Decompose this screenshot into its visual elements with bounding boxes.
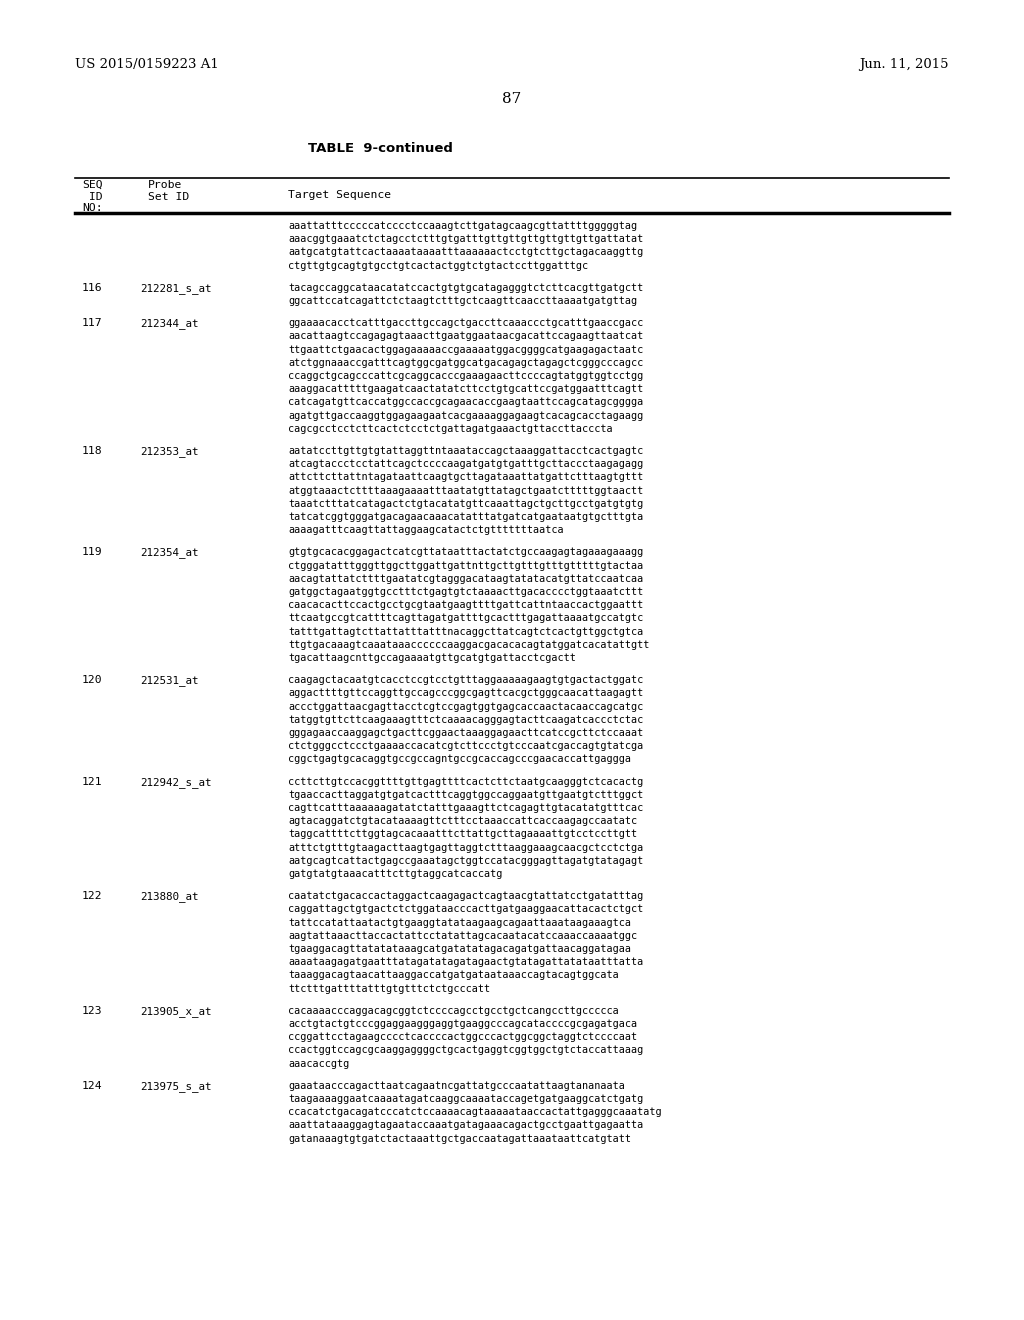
Text: 212531_at: 212531_at	[140, 676, 199, 686]
Text: 213975_s_at: 213975_s_at	[140, 1081, 212, 1092]
Text: Target Sequence: Target Sequence	[288, 190, 391, 201]
Text: taaatctttatcatagactctgtacatatgttcaaattagctgcttgcctgatgtgtg: taaatctttatcatagactctgtacatatgttcaaattag…	[288, 499, 643, 508]
Text: accctggattaacgagttacctcgtccgagtggtgagcaccaactacaaccagcatgc: accctggattaacgagttacctcgtccgagtggtgagcac…	[288, 702, 643, 711]
Text: ctgttgtgcagtgtgcctgtcactactggtctgtactccttggatttgc: ctgttgtgcagtgtgcctgtcactactggtctgtactcct…	[288, 260, 588, 271]
Text: gggagaaccaaggagctgacttcggaactaaaggagaacttcatccgcttctccaaat: gggagaaccaaggagctgacttcggaactaaaggagaact…	[288, 729, 643, 738]
Text: 87: 87	[503, 92, 521, 106]
Text: aaaagatttcaagttattaggaagcatactctgtttttttaatca: aaaagatttcaagttattaggaagcatactctgttttttt…	[288, 525, 563, 535]
Text: ccttcttgtccacggttttgttgagttttcactcttctaatgcaagggtctcacactg: ccttcttgtccacggttttgttgagttttcactcttctaa…	[288, 776, 643, 787]
Text: caacacacttccactgcctgcgtaatgaagttttgattcattntaaccactggaattt: caacacacttccactgcctgcgtaatgaagttttgattca…	[288, 601, 643, 610]
Text: SEQ
 ID
NO:: SEQ ID NO:	[82, 180, 102, 214]
Text: ttcaatgccgtcattttcagttagatgattttgcactttgagattaaaatgccatgtc: ttcaatgccgtcattttcagttagatgattttgcactttg…	[288, 614, 643, 623]
Text: caggattagctgtgactctctggataacccacttgatgaaggaacattacactctgct: caggattagctgtgactctctggataacccacttgatgaa…	[288, 904, 643, 915]
Text: Jun. 11, 2015: Jun. 11, 2015	[859, 58, 949, 71]
Text: aaattatttcccccatcccctccaaagtcttgatagcaagcgttattttgggggtag: aaattatttcccccatcccctccaaagtcttgatagcaag…	[288, 220, 637, 231]
Text: 212354_at: 212354_at	[140, 548, 199, 558]
Text: ccactggtccagcgcaaggaggggctgcactgaggtcggtggctgtctaccattaaag: ccactggtccagcgcaaggaggggctgcactgaggtcggt…	[288, 1045, 643, 1056]
Text: taagaaaaggaatcaaaatagatcaaggcaaaataccagetgatgaaggcatctgatg: taagaaaaggaatcaaaatagatcaaggcaaaataccage…	[288, 1094, 643, 1104]
Text: aaacggtgaaatctctagcctctttgtgatttgttgttgttgttgttgttgattatat: aaacggtgaaatctctagcctctttgtgatttgttgttgt…	[288, 234, 643, 244]
Text: attcttcttattntagataattcaagtgcttagataaattatgattctttaagtgttt: attcttcttattntagataattcaagtgcttagataaatt…	[288, 473, 643, 482]
Text: caagagctacaatgtcacctccgtcctgtttaggaaaaagaagtgtgactactggatc: caagagctacaatgtcacctccgtcctgtttaggaaaaag…	[288, 676, 643, 685]
Text: gtgtgcacacggagactcatcgttataatttactatctgccaagagtagaaagaaagg: gtgtgcacacggagactcatcgttataatttactatctgc…	[288, 548, 643, 557]
Text: caatatctgacaccactaggactcaagagactcagtaacgtattatcctgatatttag: caatatctgacaccactaggactcaagagactcagtaacg…	[288, 891, 643, 902]
Text: ttgtgacaaagtcaaataaaccccccaaggacgacacacagtatggatcacatattgtt: ttgtgacaaagtcaaataaaccccccaaggacgacacaca…	[288, 640, 649, 649]
Text: atctggnaaaccgatttcagtggcgatggcatgacagagctagagctcgggcccagcc: atctggnaaaccgatttcagtggcgatggcatgacagagc…	[288, 358, 643, 368]
Text: aatgcagtcattactgagccgaaatagctggtccatacgggagttagatgtatagagt: aatgcagtcattactgagccgaaatagctggtccatacgg…	[288, 855, 643, 866]
Text: ccaggctgcagcccattcgcaggcacccgaaagaacttccccagtatggtggtcctgg: ccaggctgcagcccattcgcaggcacccgaaagaacttcc…	[288, 371, 643, 381]
Text: aagtattaaacttaccactattcctatattagcacaatacatccaaaccaaaatggc: aagtattaaacttaccactattcctatattagcacaatac…	[288, 931, 637, 941]
Text: cggctgagtgcacaggtgccgccagntgccgcaccagcccgaacaccattgaggga: cggctgagtgcacaggtgccgccagntgccgcaccagccc…	[288, 755, 631, 764]
Text: 212353_at: 212353_at	[140, 446, 199, 457]
Text: tgacattaagcnttgccagaaaatgttgcatgtgattacctcgactt: tgacattaagcnttgccagaaaatgttgcatgtgattacc…	[288, 653, 575, 663]
Text: ctctgggcctccctgaaaaccacatcgtcttccctgtcccaatcgaccagtgtatcga: ctctgggcctccctgaaaaccacatcgtcttccctgtccc…	[288, 742, 643, 751]
Text: aggacttttgttccaggttgccagcccggcgagttcacgctgggcaacattaagagtt: aggacttttgttccaggttgccagcccggcgagttcacgc…	[288, 689, 643, 698]
Text: aaaggacatttttgaagatcaactatatcttcctgtgcattccgatggaatttcagtt: aaaggacatttttgaagatcaactatatcttcctgtgcat…	[288, 384, 643, 395]
Text: TABLE  9-continued: TABLE 9-continued	[307, 143, 453, 154]
Text: gatgtatgtaaacatttcttgtaggcatcaccatg: gatgtatgtaaacatttcttgtaggcatcaccatg	[288, 869, 503, 879]
Text: 123: 123	[82, 1006, 102, 1016]
Text: cagcgcctcctcttcactctcctctgattagatgaaactgttaccttacccta: cagcgcctcctcttcactctcctctgattagatgaaactg…	[288, 424, 612, 434]
Text: catcagatgttcaccatggccaccgcagaacaccgaagtaattccagcatagcgggga: catcagatgttcaccatggccaccgcagaacaccgaagta…	[288, 397, 643, 408]
Text: 124: 124	[82, 1081, 102, 1090]
Text: 120: 120	[82, 676, 102, 685]
Text: aaattataaaggagtagaataccaaatgatagaaacagactgcctgaattgagaatta: aaattataaaggagtagaataccaaatgatagaaacagac…	[288, 1121, 643, 1130]
Text: tgaaccacttaggatgtgatcactttcaggtggccaggaatgttgaatgtctttggct: tgaaccacttaggatgtgatcactttcaggtggccaggaa…	[288, 789, 643, 800]
Text: 118: 118	[82, 446, 102, 455]
Text: ggcattccatcagattctctaagtctttgctcaagttcaaccttaaaatgatgttag: ggcattccatcagattctctaagtctttgctcaagttcaa…	[288, 296, 637, 306]
Text: tatggtgttcttcaagaaagtttctcaaaacagggagtacttcaagatcaccctctac: tatggtgttcttcaagaaagtttctcaaaacagggagtac…	[288, 715, 643, 725]
Text: 212281_s_at: 212281_s_at	[140, 282, 212, 294]
Text: aatgcatgtattcactaaaataaaatttaaaaaactcctgtcttgctagacaaggttg: aatgcatgtattcactaaaataaaatttaaaaaactcctg…	[288, 247, 643, 257]
Text: gatggctagaatggtgcctttctgagtgtctaaaacttgacacccctggtaaatcttt: gatggctagaatggtgcctttctgagtgtctaaaacttga…	[288, 587, 643, 597]
Text: 212942_s_at: 212942_s_at	[140, 776, 212, 788]
Text: acctgtactgtcccggaggaagggaggtgaaggcccagcataccccgcgagatgaca: acctgtactgtcccggaggaagggaggtgaaggcccagca…	[288, 1019, 637, 1030]
Text: tatcatcggtgggatgacagaacaaacatatttatgatcatgaataatgtgctttgta: tatcatcggtgggatgacagaacaaacatatttatgatca…	[288, 512, 643, 521]
Text: atcagtaccctcctattcagctccccaagatgatgtgatttgcttaccctaagagagg: atcagtaccctcctattcagctccccaagatgatgtgatt…	[288, 459, 643, 469]
Text: agtacaggatctgtacataaaagttctttcctaaaccattcaccaagagccaatatc: agtacaggatctgtacataaaagttctttcctaaaccatt…	[288, 816, 637, 826]
Text: cagttcatttaaaaaagatatctatttgaaagttctcagagttgtacatatgtttcac: cagttcatttaaaaaagatatctatttgaaagttctcaga…	[288, 803, 643, 813]
Text: atggtaaactcttttaaagaaaatttaatatgttatagctgaatctttttggtaactt: atggtaaactcttttaaagaaaatttaatatgttatagct…	[288, 486, 643, 495]
Text: US 2015/0159223 A1: US 2015/0159223 A1	[75, 58, 219, 71]
Text: aatatccttgttgtgtattaggttntaaataccagctaaaggattacctcactgagtc: aatatccttgttgtgtattaggttntaaataccagctaaa…	[288, 446, 643, 455]
Text: 212344_at: 212344_at	[140, 318, 199, 329]
Text: ggaaaacacctcatttgaccttgccagctgaccttcaaaccctgcatttgaaccgacc: ggaaaacacctcatttgaccttgccagctgaccttcaaac…	[288, 318, 643, 329]
Text: 122: 122	[82, 891, 102, 902]
Text: ccacatctgacagatcccatctccaaaacagtaaaaataaccactattgagggcaaatatg: ccacatctgacagatcccatctccaaaacagtaaaaataa…	[288, 1107, 662, 1117]
Text: cacaaaacccaggacagcggtctccccagcctgcctgctcangccttgccccca: cacaaaacccaggacagcggtctccccagcctgcctgctc…	[288, 1006, 618, 1016]
Text: ttctttgattttatttgtgtttctctgcccatt: ttctttgattttatttgtgtttctctgcccatt	[288, 983, 490, 994]
Text: tattccatattaatactgtgaaggtatataagaagcagaattaaataagaaagtca: tattccatattaatactgtgaaggtatataagaagcagaa…	[288, 917, 631, 928]
Text: aaacaccgtg: aaacaccgtg	[288, 1059, 349, 1069]
Text: 213905_x_at: 213905_x_at	[140, 1006, 212, 1016]
Text: agatgttgaccaaggtggagaagaatcacgaaaaggagaagtcacagcacctagaagg: agatgttgaccaaggtggagaagaatcacgaaaaggagaa…	[288, 411, 643, 421]
Text: taaaggacagtaacattaaggaccatgatgataataaaccagtacagtggcata: taaaggacagtaacattaaggaccatgatgataataaacc…	[288, 970, 618, 981]
Text: aacagtattatcttttgaatatcgtagggacataagtatatacatgttatccaatcaa: aacagtattatcttttgaatatcgtagggacataagtata…	[288, 574, 643, 583]
Text: gaaataacccagacttaatcagaatncgattatgcccaatattaagtananaata: gaaataacccagacttaatcagaatncgattatgcccaat…	[288, 1081, 625, 1090]
Text: 119: 119	[82, 548, 102, 557]
Text: 116: 116	[82, 282, 102, 293]
Text: 121: 121	[82, 776, 102, 787]
Text: ttgaattctgaacactggagaaaaaccgaaaaatggacggggcatgaagagactaatc: ttgaattctgaacactggagaaaaaccgaaaaatggacgg…	[288, 345, 643, 355]
Text: Probe
Set ID: Probe Set ID	[148, 180, 189, 202]
Text: atttctgtttgtaagacttaagtgagttaggtctttaaggaaagcaacgctcctctga: atttctgtttgtaagacttaagtgagttaggtctttaagg…	[288, 842, 643, 853]
Text: tatttgattagtcttattatttatttnacaggcttatcagtctcactgttggctgtca: tatttgattagtcttattatttatttnacaggcttatcag…	[288, 627, 643, 636]
Text: aacattaagtccagagagtaaacttgaatggaataacgacattccagaagttaatcat: aacattaagtccagagagtaaacttgaatggaataacgac…	[288, 331, 643, 342]
Text: aaaataagagatgaatttatagatatagatagaactgtatagattatataatttatta: aaaataagagatgaatttatagatatagatagaactgtat…	[288, 957, 643, 968]
Text: tgaaggacagttatatataaagcatgatatatagacagatgattaacaggatagaa: tgaaggacagttatatataaagcatgatatatagacagat…	[288, 944, 631, 954]
Text: ccggattcctagaagcccctcaccccactggcccactggcggctaggtctccccaat: ccggattcctagaagcccctcaccccactggcccactggc…	[288, 1032, 637, 1043]
Text: gatanaaagtgtgatctactaaattgctgaccaatagattaaataattcatgtatt: gatanaaagtgtgatctactaaattgctgaccaatagatt…	[288, 1134, 631, 1143]
Text: taggcattttcttggtagcacaaatttcttattgcttagaaaattgtcctccttgtt: taggcattttcttggtagcacaaatttcttattgcttaga…	[288, 829, 637, 840]
Text: tacagccaggcataacatatccactgtgtgcatagagggtctcttcacgttgatgctt: tacagccaggcataacatatccactgtgtgcatagagggt…	[288, 282, 643, 293]
Text: 213880_at: 213880_at	[140, 891, 199, 902]
Text: 117: 117	[82, 318, 102, 329]
Text: ctgggatatttgggttggcttggattgattnttgcttgtttgtttgtttttgtactaa: ctgggatatttgggttggcttggattgattnttgcttgtt…	[288, 561, 643, 570]
